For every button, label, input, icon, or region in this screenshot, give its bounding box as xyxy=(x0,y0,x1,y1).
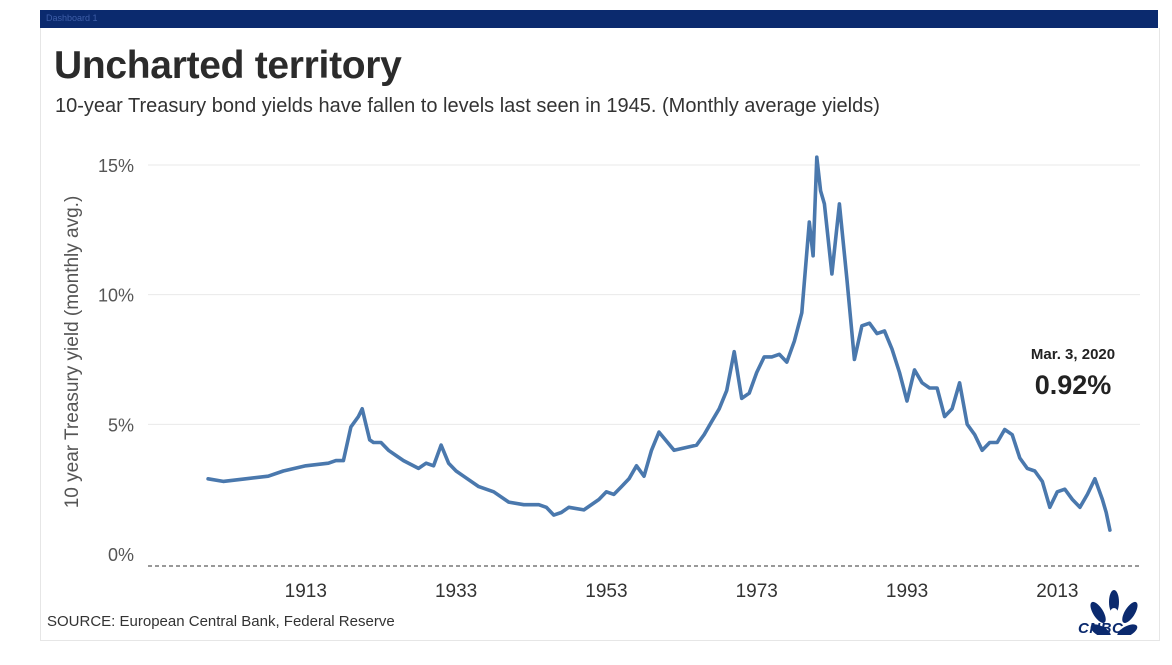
cnbc-peacock-logo xyxy=(1090,590,1138,635)
annotation-value: 0.92% xyxy=(1035,370,1112,400)
x-tick-label: 2013 xyxy=(1036,581,1078,602)
dashboard-bar: Dashboard 1 xyxy=(40,10,1158,28)
chart-frame xyxy=(40,28,1160,641)
x-tick-label: 1973 xyxy=(736,581,778,602)
x-tick-label: 1913 xyxy=(285,581,327,602)
x-tick-label: 1933 xyxy=(435,581,477,602)
y-axis-label: 10 year Treasury yield (monthly avg.) xyxy=(62,196,83,509)
page-title: Uncharted territory xyxy=(54,44,402,87)
cnbc-logo-text: CNBC xyxy=(1078,620,1124,637)
y-tick-label: 10% xyxy=(98,286,134,306)
yield-series-line xyxy=(206,155,1112,532)
y-tick-label: 15% xyxy=(98,156,134,176)
page-subtitle: 10-year Treasury bond yields have fallen… xyxy=(55,95,880,117)
y-tick-label: 5% xyxy=(108,415,134,435)
annotation-date: Mar. 3, 2020 xyxy=(1031,346,1115,363)
source-note: SOURCE: European Central Bank, Federal R… xyxy=(47,613,395,630)
x-tick-label: 1993 xyxy=(886,581,928,602)
dashboard-label: Dashboard 1 xyxy=(46,13,98,23)
y-tick-label: 0% xyxy=(108,545,134,565)
x-tick-label: 1953 xyxy=(585,581,627,602)
